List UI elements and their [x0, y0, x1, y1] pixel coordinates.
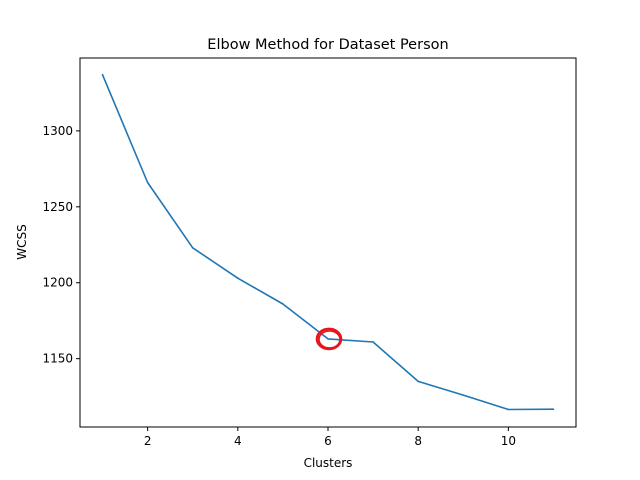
data-point	[372, 341, 374, 343]
data-point	[507, 408, 510, 411]
x-tick-label: 6	[324, 434, 332, 448]
y-tick-label: 1300	[42, 124, 73, 138]
y-axis-label: WCSS	[15, 224, 29, 259]
y-tick-label: 1150	[42, 352, 73, 366]
elbow-marker-circle	[315, 327, 343, 351]
data-point	[417, 380, 419, 383]
data-point	[237, 277, 239, 279]
series-layer	[101, 73, 555, 411]
data-point	[462, 394, 465, 396]
annotation-layer	[315, 327, 343, 351]
plot-area-frame	[79, 57, 577, 428]
x-axis-label: Clusters	[304, 456, 353, 470]
y-tick-label: 1250	[42, 200, 73, 214]
x-axis: 2 4 6 8 10	[144, 427, 516, 448]
data-point	[146, 181, 149, 184]
elbow-marker-inner-stroke	[318, 330, 341, 349]
x-tick-label: 10	[501, 434, 516, 448]
data-point	[327, 338, 329, 340]
data-point	[552, 408, 555, 411]
y-axis: 1150 1200 1250 1300	[42, 124, 80, 366]
chart-title: Elbow Method for Dataset Person	[207, 37, 448, 53]
x-tick-label: 8	[414, 434, 422, 448]
y-tick-label: 1200	[42, 276, 73, 290]
series-line	[101, 74, 554, 411]
data-point	[101, 73, 104, 76]
x-tick-label: 4	[234, 434, 242, 448]
x-tick-label: 2	[144, 434, 152, 448]
data-point	[191, 247, 194, 249]
data-point	[282, 303, 284, 305]
